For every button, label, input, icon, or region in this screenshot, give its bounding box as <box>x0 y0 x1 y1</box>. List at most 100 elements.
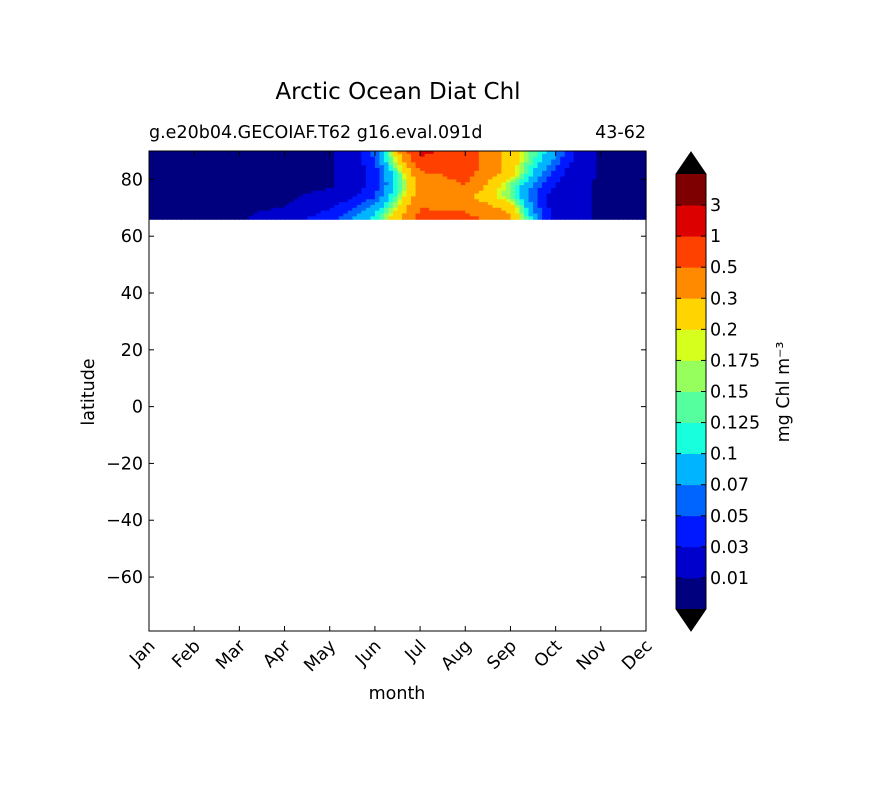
heatmap-cell <box>207 151 213 155</box>
heatmap-cell <box>298 216 304 220</box>
heatmap-cell <box>420 216 426 220</box>
heatmap-cell <box>505 162 512 166</box>
heatmap-cell <box>374 176 381 180</box>
heatmap-cell <box>496 185 503 189</box>
heatmap-cell <box>248 162 254 166</box>
heatmap-cell <box>280 165 286 169</box>
heatmap-cell <box>433 216 439 220</box>
heatmap-cell <box>329 216 335 220</box>
heatmap-cell <box>429 153 435 158</box>
heatmap-cell <box>501 170 507 175</box>
heatmap-cell <box>514 173 521 178</box>
heatmap-cell <box>383 179 390 183</box>
heatmap-cell <box>406 151 412 155</box>
heatmap-cell <box>546 170 552 175</box>
heatmap-cell <box>478 151 484 155</box>
heatmap-cell <box>239 162 245 166</box>
heatmap-cell <box>564 207 570 212</box>
heatmap-cell <box>234 213 240 217</box>
heatmap-cell <box>293 204 299 209</box>
heatmap-cell <box>501 196 507 200</box>
heatmap-cell <box>207 213 213 217</box>
heatmap-cell <box>302 213 308 217</box>
heatmap-cell <box>374 165 381 169</box>
heatmap-cell <box>560 156 566 161</box>
heatmap-cell <box>334 210 340 215</box>
heatmap-cell <box>392 168 399 172</box>
colorbar-segment <box>676 515 706 548</box>
heatmap-cell <box>261 213 268 217</box>
heatmap-cell <box>293 196 299 200</box>
heatmap-cell <box>383 196 390 200</box>
heatmap-cell <box>392 179 399 183</box>
heatmap-cell <box>302 187 308 192</box>
heatmap-cell <box>397 196 403 200</box>
heatmap-cell <box>320 151 326 155</box>
heatmap-cell <box>343 162 349 166</box>
colorbar-segment <box>676 422 706 455</box>
heatmap-cell <box>636 156 643 161</box>
heatmap-cell <box>478 173 484 178</box>
heatmap-cell <box>284 156 290 161</box>
heatmap-cell <box>176 179 182 183</box>
heatmap-cell <box>325 159 331 163</box>
heatmap-cell <box>370 202 376 206</box>
heatmap-cell <box>307 168 313 172</box>
heatmap-cell <box>451 182 457 186</box>
heatmap-cell <box>564 168 570 172</box>
heatmap-cell <box>311 207 317 212</box>
heatmap-cell <box>460 202 466 206</box>
heatmap-cell <box>519 156 525 161</box>
heatmap-cell <box>374 159 381 163</box>
heatmap-cell <box>302 190 308 195</box>
heatmap-cell <box>379 204 385 209</box>
heatmap-cell <box>564 176 570 180</box>
heatmap-cell <box>627 153 634 158</box>
heatmap-cell <box>600 196 606 200</box>
heatmap-cell <box>578 151 584 155</box>
heatmap-cell <box>338 213 344 217</box>
heatmap-cell <box>442 207 448 212</box>
heatmap-cell <box>311 176 317 180</box>
heatmap-cell <box>194 210 200 215</box>
heatmap-cell <box>293 151 299 155</box>
heatmap-cell <box>329 168 335 172</box>
heatmap-cell <box>600 202 606 206</box>
heatmap-cell <box>189 190 195 195</box>
heatmap-cell <box>582 196 588 200</box>
heatmap-cell <box>542 199 548 203</box>
heatmap-cell <box>329 179 335 183</box>
heatmap-cell <box>469 153 475 158</box>
heatmap-cell <box>519 179 525 183</box>
heatmap-cell <box>275 210 281 215</box>
heatmap-cell <box>329 199 335 203</box>
heatmap-cell <box>627 179 634 183</box>
heatmap-cell <box>614 207 620 212</box>
heatmap-cell <box>379 176 385 180</box>
heatmap-cell <box>600 204 606 209</box>
heatmap-cell <box>555 179 561 183</box>
heatmap-cell <box>365 159 371 163</box>
heatmap-cell <box>560 153 566 158</box>
heatmap-cell <box>569 202 575 206</box>
x-tick-label: Oct <box>531 636 567 672</box>
heatmap-cell <box>411 162 417 166</box>
heatmap-cell <box>383 162 390 166</box>
heatmap-cell <box>460 193 466 198</box>
heatmap-cell <box>514 165 521 169</box>
heatmap-cell <box>618 179 625 183</box>
heatmap-cell <box>243 190 249 195</box>
heatmap-cell <box>289 202 295 206</box>
heatmap-cell <box>239 187 245 192</box>
heatmap-cell <box>329 151 335 155</box>
heatmap-cell <box>329 196 335 200</box>
heatmap-cell <box>451 196 457 200</box>
heatmap-cell <box>505 193 512 198</box>
heatmap-cell <box>230 213 236 217</box>
heatmap-cell <box>524 187 530 192</box>
heatmap-cell <box>189 153 195 158</box>
heatmap-cell <box>171 182 177 186</box>
heatmap-cell <box>537 153 543 158</box>
heatmap-cell <box>316 187 322 192</box>
heatmap-cell <box>573 202 579 206</box>
